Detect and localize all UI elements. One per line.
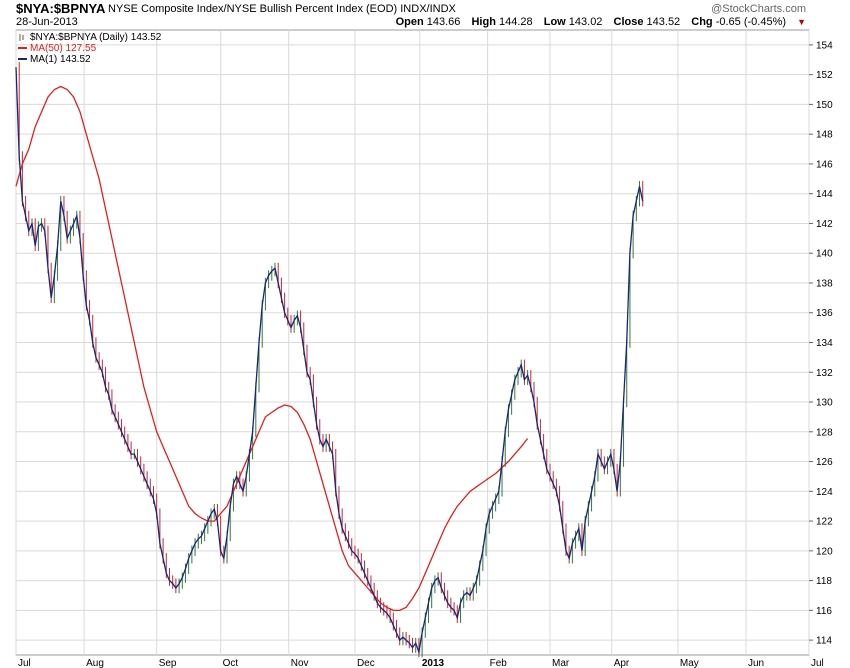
y-tick-label: 120	[816, 546, 833, 557]
x-tick-label: Dec	[357, 658, 375, 668]
y-tick-label: 150	[816, 100, 833, 111]
x-tick-label: Oct	[223, 658, 239, 668]
x-tick-label: Jun	[748, 658, 764, 668]
y-tick-label: 130	[816, 398, 833, 409]
legend-entry: MA(50) 127.55	[30, 43, 97, 54]
exchange-label: INDX/INDX	[400, 3, 456, 15]
chg-value: -0.65 (-0.45%)	[715, 16, 787, 28]
y-tick-label: 138	[816, 278, 833, 289]
y-tick-label: 132	[816, 368, 833, 379]
chart-header: $NYA:$BPNYA NYSE Composite Index/NYSE Bu…	[0, 0, 850, 30]
x-tick-label: Jul	[18, 658, 31, 668]
x-tick-label: Nov	[291, 658, 309, 668]
high-value: 144.28	[499, 16, 533, 28]
y-tick-label: 146	[816, 159, 833, 170]
y-tick-label: 140	[816, 249, 833, 260]
quote-summary: Open 143.66 High 144.28 Low 143.02 Close…	[396, 16, 806, 28]
y-tick-label: 154	[816, 40, 833, 51]
open-label: Open	[395, 16, 424, 28]
y-tick-label: 116	[816, 606, 832, 617]
x-tick-label: May	[680, 658, 699, 668]
x-tick-label: Feb	[490, 658, 508, 668]
low-value: 143.02	[568, 16, 603, 28]
y-tick-label: 128	[816, 427, 833, 438]
y-tick-label: 124	[816, 487, 833, 498]
down-arrow-icon: ▼	[797, 17, 806, 27]
high-label: High	[471, 16, 496, 28]
series-layer	[15, 61, 644, 658]
y-tick-label: 118	[816, 576, 832, 587]
symbol-title: $NYA:$BPNYA	[16, 1, 106, 16]
close-value: 143.52	[646, 16, 681, 28]
y-tick-label: 126	[816, 457, 833, 468]
legend-entry: $NYA:$BPNYA (Daily) 143.52	[30, 32, 162, 43]
y-tick-label: 152	[816, 70, 833, 81]
y-tick-label: 122	[816, 517, 833, 528]
open-value: 143.66	[426, 16, 461, 28]
close-label: Close	[613, 16, 644, 28]
x-tick-label: Apr	[614, 658, 630, 668]
y-tick-label: 114	[816, 636, 832, 647]
y-tick-label: 142	[816, 219, 833, 230]
legend-entry: MA(1) 143.52	[30, 54, 91, 65]
ma50-line	[15, 85, 529, 612]
date-label: 28-Jun-2013	[16, 16, 78, 28]
price-line	[15, 67, 644, 655]
symbol-name: NYSE Composite Index/NYSE Bullish Percen…	[108, 3, 398, 15]
chg-label: Chg	[691, 16, 713, 28]
y-axis: 114 116 118 120 122 124 126 128 130 132 134 136 138 1…	[809, 40, 833, 647]
x-tick-label: Mar	[552, 658, 570, 668]
x-tick-label: Jul	[811, 658, 824, 668]
credit-label: @StockCharts.com	[711, 3, 806, 15]
low-label: Low	[543, 16, 566, 28]
y-tick-label: 134	[816, 338, 833, 349]
symbol-description: NYSE Composite Index/NYSE Bullish Percen…	[108, 3, 456, 15]
y-tick-label: 144	[816, 189, 833, 200]
x-tick-label: Aug	[86, 658, 104, 668]
y-tick-label: 136	[816, 308, 833, 319]
x-tick-label: 2013	[422, 658, 445, 668]
x-tick-label: Sep	[159, 658, 177, 668]
y-tick-label: 148	[816, 130, 833, 141]
x-axis: Jul Aug Sep Oct Nov Dec 2013 Feb Mar Apr May Jun Jul	[18, 658, 824, 668]
